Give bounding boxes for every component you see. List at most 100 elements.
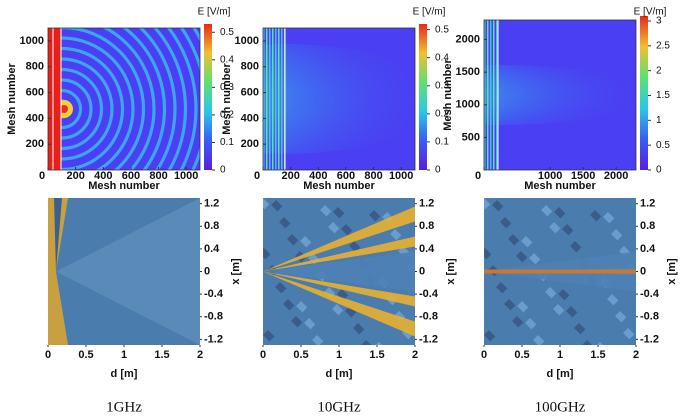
y-tick-label: 0.4 <box>204 243 220 255</box>
colorbar-tick-label: 2 <box>656 65 662 76</box>
surface <box>48 198 200 345</box>
beam <box>484 65 636 125</box>
facet <box>595 342 607 345</box>
facet <box>590 209 602 222</box>
colorbar-tick-label: 0.2 <box>220 110 234 121</box>
y-tick-label: 1500 <box>456 66 480 78</box>
facet <box>296 301 308 313</box>
x-tick-label: 0 <box>254 170 260 182</box>
hot <box>60 105 68 113</box>
y-tick-label: 1.2 <box>640 198 655 210</box>
surface <box>263 198 415 345</box>
y-tick-label: 400 <box>241 112 259 124</box>
wedge <box>263 206 415 272</box>
y-tick-label: 0.4 <box>640 243 656 255</box>
wedge <box>263 271 415 307</box>
y-tick-label: -0.4 <box>204 288 224 300</box>
y-tick-label: -0.8 <box>204 311 223 323</box>
heatmap <box>48 28 200 170</box>
facet <box>541 204 553 217</box>
source-stripe <box>278 28 280 170</box>
x-tick-label: 0 <box>45 349 51 361</box>
facet <box>300 236 312 248</box>
facet <box>603 212 615 224</box>
y-tick-label: 2000 <box>456 33 480 45</box>
x-tick-label: 1 <box>121 349 127 361</box>
colorbar-tick-label: 0.4 <box>220 54 234 65</box>
facet <box>574 323 586 335</box>
caption: 1GHz <box>106 399 142 415</box>
x-tick-label: 1000 <box>538 170 562 182</box>
colorbar-title: E [V/m] <box>198 7 231 18</box>
y-tick-label: 800 <box>26 61 44 73</box>
facet <box>345 306 357 318</box>
x-tick-label: 2 <box>412 349 418 361</box>
source-stripe <box>266 28 268 170</box>
source <box>48 28 61 170</box>
x-tick-label: 0 <box>481 349 487 361</box>
facet <box>508 233 520 246</box>
beam <box>263 44 415 154</box>
colorbar-tick-label: 0.1 <box>220 137 234 148</box>
y-tick-label: -1.2 <box>640 333 659 345</box>
facet <box>283 299 295 311</box>
facet <box>263 330 275 342</box>
facet <box>279 217 291 229</box>
x-tick-label: 200 <box>281 170 299 182</box>
x-axis-label: d [m] <box>111 368 138 380</box>
x-axis-label: d [m] <box>547 368 574 380</box>
colorbar-tick-label: 1 <box>656 115 662 126</box>
y-axis-label: Mesh number <box>221 63 233 135</box>
ring <box>48 88 83 130</box>
facet <box>516 250 528 263</box>
source-stripe <box>275 28 277 170</box>
facet <box>332 304 344 316</box>
y-tick-label: 0.8 <box>204 220 219 232</box>
facet <box>390 229 402 241</box>
ring <box>48 57 114 161</box>
x-tick-label: 1 <box>336 349 342 361</box>
facet <box>607 294 619 306</box>
source-stripe <box>281 28 283 170</box>
facet <box>521 236 533 248</box>
colorbar-tick-label: 0.2 <box>435 108 449 119</box>
ring <box>48 67 104 151</box>
y-tick-label: 500 <box>462 131 480 143</box>
x-tick-label: 2 <box>633 349 639 361</box>
surface <box>484 198 636 345</box>
colorbar-title: E [V/m] <box>413 7 446 18</box>
y-axis-label: Mesh number <box>442 59 454 131</box>
plot-frame <box>483 19 637 171</box>
heatmap <box>263 28 415 170</box>
x-tick-label: 800 <box>364 170 382 182</box>
facet <box>504 299 516 311</box>
colorbar-tick-label: 0.3 <box>435 80 449 91</box>
x-tick-label: 1500 <box>571 170 595 182</box>
facet <box>529 252 541 265</box>
colorbar-tick-label: 0 <box>435 165 441 176</box>
y-tick-label: 800 <box>241 61 259 73</box>
facet <box>517 301 529 313</box>
facet <box>328 222 340 234</box>
x-tick-label: 0.5 <box>78 349 93 361</box>
wedge <box>263 236 415 272</box>
facet <box>271 200 283 212</box>
colorbar-tick-label: 3 <box>656 16 662 27</box>
ring <box>48 36 135 170</box>
x-tick-label: 400 <box>309 170 327 182</box>
ring <box>102 28 156 170</box>
facet <box>623 328 635 340</box>
y-tick-label: 0 <box>419 265 425 277</box>
ridge <box>484 269 636 274</box>
ring <box>48 46 125 170</box>
facet <box>525 318 537 330</box>
y-tick-label: 0.8 <box>640 220 655 232</box>
x-tick-label: 1 <box>557 349 563 361</box>
facet <box>554 207 566 219</box>
y-tick-label: 1.2 <box>419 198 434 210</box>
facet <box>549 221 561 234</box>
y-tick-label: 600 <box>26 86 44 98</box>
y-axis-label: x [m] <box>230 258 242 285</box>
x-tick-label: 1000 <box>389 170 413 182</box>
y-tick-label: 1000 <box>456 99 480 111</box>
